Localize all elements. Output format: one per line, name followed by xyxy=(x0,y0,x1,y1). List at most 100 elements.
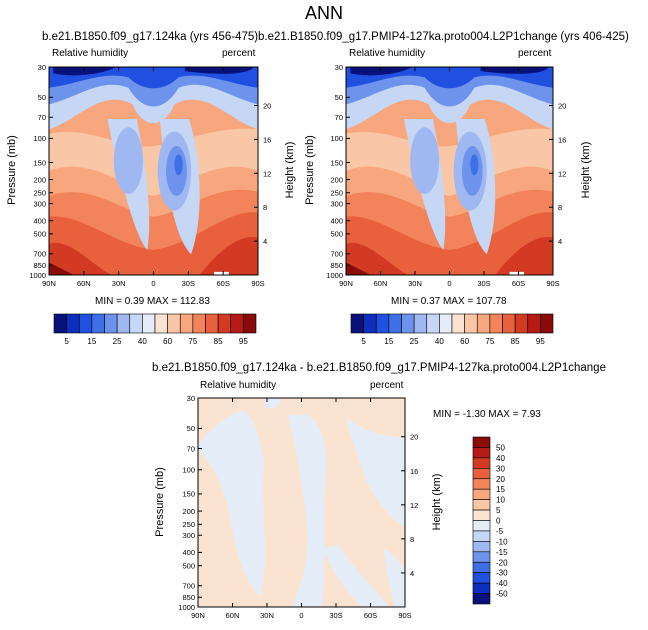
left-min-max: MIN = 0.39 MAX = 112.83 xyxy=(95,296,210,307)
left-ytick-label: 300 xyxy=(33,199,46,208)
diff-colorbar-swatch xyxy=(472,509,491,521)
diff-colorbar-swatch xyxy=(472,520,491,532)
left-htick-label: 12 xyxy=(263,169,271,178)
right-xtick-label: 60S xyxy=(512,279,525,288)
left-colorbar-label: 75 xyxy=(188,337,197,346)
right-topo xyxy=(509,271,525,275)
diff-htick-label: 4 xyxy=(410,569,414,578)
diff-htick-label: 8 xyxy=(410,535,414,544)
right-colorbar-swatch xyxy=(502,313,516,334)
right-colorbar-label: 25 xyxy=(410,337,419,346)
left-colorbar-swatch xyxy=(217,313,232,334)
left-htick-label: 16 xyxy=(263,135,271,144)
diff-ytick-label: 300 xyxy=(182,531,195,540)
left-dry-core-s3 xyxy=(174,154,183,176)
right-colorbar-swatch xyxy=(489,313,503,334)
diff-colorbar-swatch xyxy=(472,561,491,573)
diff-colorbar-swatch xyxy=(472,582,491,594)
left-upper-5a xyxy=(53,67,116,76)
left-ytick-label: 70 xyxy=(38,113,46,122)
right-axes: 90N 60N 30N 0 30S 60S 90S 30 50 70 100 150 200 250300… xyxy=(326,63,566,288)
right-ytick-label: 250 xyxy=(330,189,343,198)
right-ytick-label: 100 xyxy=(330,134,343,143)
right-colorbar-label: 5 xyxy=(361,337,366,346)
left-colorbar-label: 60 xyxy=(163,337,172,346)
right-colorbar-swatch xyxy=(363,313,377,334)
left-xtick-label: 0 xyxy=(151,279,155,288)
left-colorbar-swatch xyxy=(78,313,93,334)
diff-colorbar-swatch xyxy=(472,551,491,563)
diff-colorbar-swatch xyxy=(472,572,491,584)
left-colorbar-swatch xyxy=(205,313,219,334)
diff-colorbar-label: -40 xyxy=(496,579,508,588)
diff-colorbar-label: -5 xyxy=(496,527,504,536)
right-colorbar-label: 15 xyxy=(384,337,393,346)
left-colorbar-swatch xyxy=(53,313,67,334)
right-min-max: MIN = 0.37 MAX = 107.78 xyxy=(391,296,507,307)
diff-colorbar-label: 50 xyxy=(496,443,505,452)
left-colorbar-label: 5 xyxy=(64,337,69,346)
right-ytick-label: 50 xyxy=(335,93,343,102)
right-ytick-label: 850 xyxy=(330,261,343,270)
left-colorbar-label: 95 xyxy=(239,337,248,346)
left-htick-label: 20 xyxy=(263,102,271,111)
diff-neg-e xyxy=(384,548,405,607)
right-band-85 xyxy=(346,212,553,275)
diff-ytick-label: 850 xyxy=(182,593,195,602)
right-htick-label: 8 xyxy=(558,203,562,212)
left-ytick-label: 400 xyxy=(33,216,46,225)
right-colorbar-label: 95 xyxy=(536,337,545,346)
right-band-60 xyxy=(346,128,553,196)
right-ytick-label: 1000 xyxy=(326,271,343,280)
diff-ytick-label: 500 xyxy=(182,561,195,570)
diff-colorbar-label: -15 xyxy=(496,548,508,557)
right-field xyxy=(346,67,553,275)
right-xtick-label: 0 xyxy=(447,279,451,288)
right-dry-core-n xyxy=(410,127,440,194)
diff-colorbar-swatch xyxy=(472,499,491,511)
right-ytick-label: 150 xyxy=(330,158,343,167)
left-colorbar-swatch xyxy=(104,313,118,334)
right-units-label: percent xyxy=(518,48,552,59)
diff-colorbar-swatch xyxy=(472,457,491,469)
diff-xtick-label: 90N xyxy=(191,611,205,620)
right-ytick-label: 700 xyxy=(330,250,343,259)
left-panel-title: b.e21.B1850.f09_g17.124ka (yrs 456-475) xyxy=(42,31,259,43)
diff-htick-label: 12 xyxy=(410,501,418,510)
left-colorbar-swatch xyxy=(179,313,194,334)
diff-variable-label: Relative humidity xyxy=(200,380,277,391)
right-ytick-label: 500 xyxy=(330,230,343,239)
right-colorbar: 5 15 25 40 60 75 85 95 xyxy=(350,313,554,346)
diff-colorbar-label: 40 xyxy=(496,454,505,463)
right-htick-label: 4 xyxy=(558,237,562,246)
right-colorbar-swatch xyxy=(514,313,529,334)
diff-xtick-label: 30N xyxy=(260,611,274,620)
right-ytick-label: 200 xyxy=(330,175,343,184)
diff-htick-label: 20 xyxy=(410,433,418,442)
left-xtick-label: 60S xyxy=(216,279,229,288)
diff-ytick-label: 700 xyxy=(182,582,195,591)
left-colorbar-label: 25 xyxy=(113,337,122,346)
left-htick-label: 8 xyxy=(263,203,267,212)
diff-ytick-label: 250 xyxy=(182,520,195,529)
left-dry-core-n xyxy=(113,127,144,194)
left-colorbar-swatch xyxy=(66,313,80,334)
right-colorbar-swatch xyxy=(401,313,415,334)
right-colorbar-swatch xyxy=(540,313,554,334)
left-colorbar-swatch xyxy=(142,313,156,334)
left-ytick-label: 30 xyxy=(38,63,46,72)
diff-colorbar-label: 15 xyxy=(496,485,505,494)
diff-neg-c xyxy=(347,418,405,528)
left-ytick-label: 200 xyxy=(33,175,46,184)
diff-ytick-label: 1000 xyxy=(178,603,195,612)
diff-colorbar-label: 20 xyxy=(496,475,505,484)
diff-colorbar-swatch xyxy=(472,447,491,459)
right-band-max xyxy=(346,262,371,275)
diff-ytick-label: 30 xyxy=(187,394,195,403)
diff-ytick-label: 100 xyxy=(182,466,195,475)
right-upper-5a xyxy=(350,67,413,76)
right-colorbar-label: 85 xyxy=(511,337,520,346)
diff-axes: 90N 60N 30N 0 30S 60S 90S 30 50 70 100 150 200 250 300… xyxy=(178,394,418,620)
right-colorbar-swatch xyxy=(388,313,402,334)
